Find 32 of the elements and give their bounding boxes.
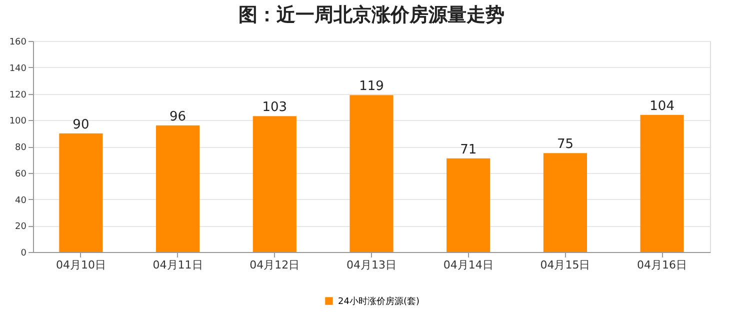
y-tick-label: 60 <box>15 169 27 180</box>
y-tick-label: 0 <box>20 248 27 258</box>
x-tick-label: 04月10日 <box>56 258 106 272</box>
x-tick-label: 04月11日 <box>152 258 203 272</box>
legend-label: 24小时涨价房源(套) <box>338 296 420 307</box>
x-tick-label: 04月12日 <box>250 258 300 272</box>
x-tick-label: 04月13日 <box>346 258 396 272</box>
data-label: 75 <box>556 137 574 152</box>
y-tick-label: 20 <box>15 222 27 232</box>
bar <box>252 116 296 252</box>
y-tick-label: 160 <box>9 38 27 48</box>
bar <box>543 153 587 252</box>
data-label: 96 <box>170 109 186 124</box>
y-tick-label: 140 <box>9 64 27 74</box>
y-tick-label: 120 <box>9 90 27 100</box>
data-label: 104 <box>650 98 674 114</box>
bar <box>446 158 490 252</box>
chart-title: 图：近一周北京涨价房源量走势 <box>238 4 504 26</box>
bar <box>156 125 200 252</box>
y-tick-label: 80 <box>15 143 27 153</box>
bar <box>350 95 394 252</box>
bar <box>59 133 103 252</box>
data-label: 119 <box>359 79 384 94</box>
data-label: 90 <box>72 117 90 132</box>
y-tick-label: 40 <box>15 196 27 206</box>
x-tick-label: 04月16日 <box>637 258 688 272</box>
y-tick-label: 100 <box>9 116 27 127</box>
bar <box>640 114 684 252</box>
data-label: 103 <box>262 100 288 116</box>
data-label: 71 <box>460 142 477 158</box>
x-tick-label: 04月14日 <box>443 258 494 272</box>
x-tick-label: 04月15日 <box>540 258 590 272</box>
